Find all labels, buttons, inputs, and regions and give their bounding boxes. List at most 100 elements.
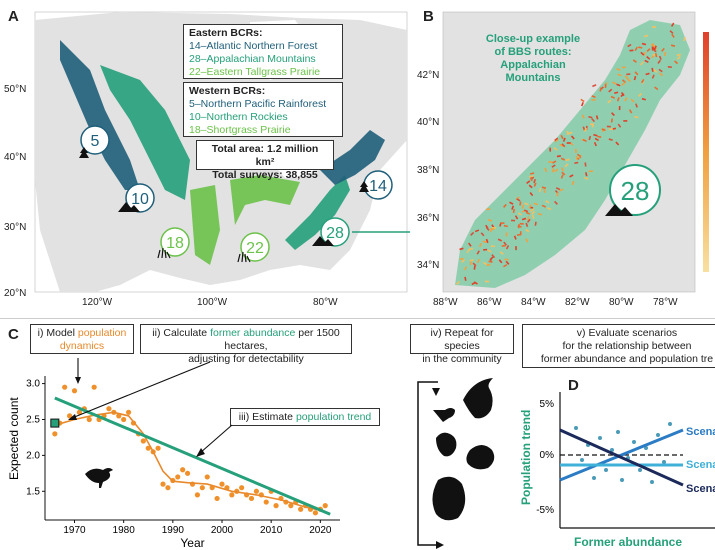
total-surveys: Total surveys: 38,855 [212,169,318,181]
lat-tick: 38°N [417,165,440,176]
bbs-route-marker [515,246,517,251]
bbs-route-marker [614,91,619,95]
bbs-route-marker [621,66,626,69]
bbs-route-marker [472,262,477,267]
bbs-route-marker [456,280,460,285]
step-2-box: ii) Calculate former abundance per 1500 … [140,324,352,365]
bbs-route-marker [640,78,645,84]
bbs-route-marker [627,43,632,48]
bbs-route-marker [463,266,468,271]
bbs-route-marker [525,228,530,233]
panel-a: A 5 10 18 22 [0,0,410,315]
hawk-silhouette-icon [463,378,493,419]
bbs-route-marker [591,99,596,101]
arrowhead [436,541,444,549]
scenario-label: Scena [686,459,715,471]
bbs-route-marker [516,198,521,202]
bbs-route-marker [575,156,579,161]
western-bcr-legend: Western BCRs: 5–Northern Pacific Rainfor… [183,82,343,137]
bbs-route-marker [524,202,529,206]
bbs-route-marker [485,226,490,231]
former-abundance-marker [50,418,60,428]
bbs-route-marker [561,143,566,148]
bbs-route-marker [588,170,593,173]
bbs-route-marker [499,251,504,255]
bbs-route-marker [490,245,495,248]
data-point [71,388,78,394]
bbs-route-marker [617,73,622,77]
ytick: -5% [536,505,554,516]
bbs-route-marker [621,82,626,86]
scenario-positive-line [559,428,684,482]
data-point [312,510,319,516]
bbs-route-marker [646,48,651,53]
bbs-route-marker [607,99,612,104]
bbs-route-marker [523,209,529,213]
western-legend-title: Western BCRs: [189,85,266,97]
bcr-badge-18: 18 [157,227,190,259]
data-point [273,503,279,509]
bbs-route-marker [513,235,517,240]
step-2-line2: adjusting for detectability [188,353,304,365]
lat-tick: 36°N [417,213,440,224]
scenario-point [574,426,578,430]
data-point [184,470,191,476]
bcr-22-region [230,175,300,225]
scenario-point [668,422,672,426]
bbs-route-marker [615,141,620,146]
data-point [253,488,260,494]
bbs-route-marker [554,168,559,173]
bbs-route-marker [478,243,482,248]
lon-tick: 86°W [477,297,502,308]
scenario-chart: 5% 0% -5% Scena Scena Scena Population t… [519,392,715,549]
color-scale-bar [703,32,709,272]
bbs-route-marker [497,238,503,242]
step-5-line1: v) Evaluate scenarios [576,327,678,339]
bbs-route-marker [519,201,522,206]
y-tick-label: 2.0 [26,450,40,461]
data-point [322,503,328,509]
total-area: Total area: 1.2 million km² [211,143,319,168]
bbs-route-marker [674,60,679,65]
bcr-badge-5-text: 5 [91,133,100,150]
species-community [417,378,495,549]
bbs-route-marker [624,97,628,102]
tree-icon [79,147,89,158]
bbs-route-marker [616,83,621,87]
bbs-route-marker [473,265,476,270]
bbs-route-marker [529,191,534,197]
bbs-route-marker [459,257,464,261]
x-tick-label: 2000 [211,525,234,536]
data-point [76,409,83,415]
bbs-route-marker [640,61,644,66]
bbs-route-marker [670,22,675,27]
bbs-route-marker [528,184,533,189]
bbs-route-marker [588,116,593,119]
bbs-route-marker [582,126,586,131]
bird-silhouette-icon [85,468,113,488]
bbs-route-marker [616,97,620,102]
bbs-route-marker [466,248,470,254]
bbs-route-markers [456,22,686,286]
bcr-badge-14: 14 [359,170,393,200]
data-point [155,445,161,451]
scenario-point [598,436,602,440]
data-point [165,485,171,491]
bbs-route-marker [551,164,556,168]
scenario-point [592,476,596,480]
bbs-route-marker [498,259,503,264]
close-up-caption: Close-up example of BBS routes: Appalach… [463,33,603,85]
population-dynamics-line [54,411,326,513]
bbs-route-marker [528,204,532,209]
population-chart: 1.5 2.0 2.5 3.0 1970 1980 1990 2000 2010 2020 Year… [7,358,340,550]
bbs-route-marker [621,79,626,84]
bbs-route-marker [582,138,587,143]
songbird-silhouette-icon [436,432,457,457]
arrowhead [68,414,77,420]
bbs-route-marker [484,280,490,283]
bbs-route-marker [511,219,516,222]
data-point [66,413,73,419]
bbs-route-marker [584,162,587,167]
lon-tick: 82°W [565,297,590,308]
eastern-legend-title: Eastern BCRs: [189,27,263,39]
